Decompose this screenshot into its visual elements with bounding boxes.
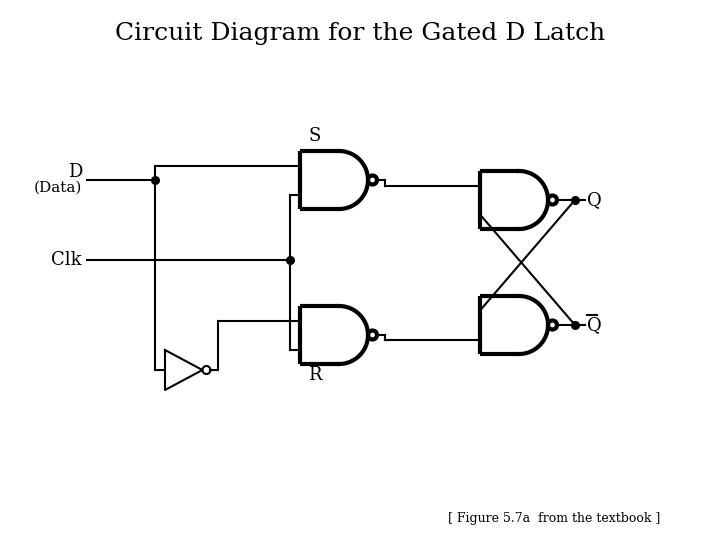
Text: Clk: Clk (51, 251, 82, 269)
Text: R: R (308, 366, 322, 384)
Text: D: D (68, 163, 82, 181)
Text: Circuit Diagram for the Gated D Latch: Circuit Diagram for the Gated D Latch (115, 22, 605, 45)
Text: (Data): (Data) (34, 181, 82, 195)
Text: [ Figure 5.7a  from the textbook ]: [ Figure 5.7a from the textbook ] (448, 512, 660, 525)
Text: Q: Q (587, 316, 602, 334)
Text: S: S (308, 127, 320, 145)
Text: Q: Q (587, 191, 602, 209)
